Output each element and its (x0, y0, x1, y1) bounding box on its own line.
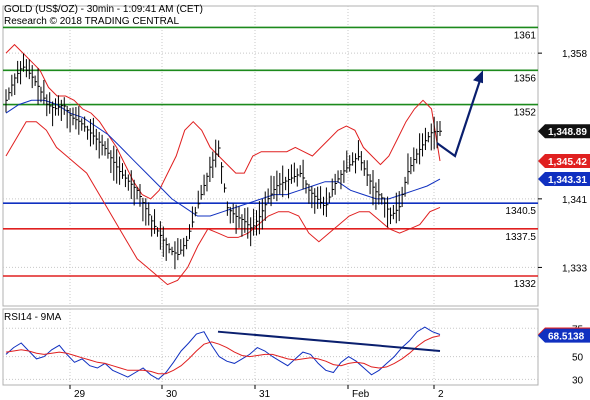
rsi-ma-line (5, 335, 441, 375)
x-tick-label: Feb (352, 389, 370, 400)
value-badge: 68.5138 (538, 328, 590, 343)
price-bars (5, 53, 442, 270)
rsi-tick-label: 50 (572, 353, 584, 364)
value-badge: 1,343.31 (538, 172, 590, 187)
bollinger-bands (5, 43, 441, 286)
support-resistance-levels: 1361 1356 1352 1340.5 1337.5 1332 (3, 26, 538, 290)
y-tick-label: 1,333 (562, 263, 587, 274)
value-badge-box (538, 328, 590, 343)
value-badge-label: 1,343.31 (548, 175, 587, 186)
level-label: 1356 (514, 73, 537, 84)
x-tick-label: 29 (74, 389, 86, 400)
value-badge-box (538, 153, 590, 168)
x-tick-label: 2 (438, 389, 444, 400)
value-badge: 1,348.89 (538, 124, 590, 139)
level-label: 1361 (514, 30, 537, 41)
upper-band-line (5, 43, 441, 200)
y-tick-label: 1,358 (562, 49, 587, 60)
rsi-lines (5, 326, 441, 380)
lower-band-line (5, 121, 441, 286)
value-badge-box (538, 172, 590, 187)
price-panel-frame (2, 5, 539, 307)
projection-arrow (436, 70, 483, 158)
level-label: 1340.5 (505, 206, 536, 217)
value-badge: 1,345.42 (538, 153, 590, 168)
level-label: 1337.5 (505, 232, 536, 243)
value-badge-box (538, 124, 590, 139)
value-badge-label: 1,348.89 (548, 127, 587, 138)
grid (3, 6, 538, 385)
level-label: 1352 (514, 108, 537, 119)
x-tick-label: 31 (259, 389, 271, 400)
rsi-line (5, 326, 441, 380)
chart-subtitle: Research © 2018 TRADING CENTRAL (4, 16, 179, 27)
chart-title: GOLD (US$/OZ) - 30min - 1:09:41 AM (CET) (4, 4, 203, 15)
value-badges: 1,348.891,345.421,343.3169.541668.5138 (538, 124, 590, 343)
rsi-panel-label: RSI14 - 9MA (4, 312, 62, 323)
level-label: 1332 (514, 279, 537, 290)
rsi-panel-frame (2, 308, 539, 386)
x-tick-label: 30 (166, 389, 178, 400)
value-badge-label: 1,345.42 (548, 157, 587, 168)
projection-path (436, 79, 482, 158)
rsi-tick-label: 30 (572, 375, 584, 386)
rsi-trendline (217, 330, 441, 352)
value-badge-label: 68.5138 (548, 332, 585, 343)
y-tick-label: 1,341 (562, 195, 587, 206)
projection-arrowhead (473, 70, 483, 84)
